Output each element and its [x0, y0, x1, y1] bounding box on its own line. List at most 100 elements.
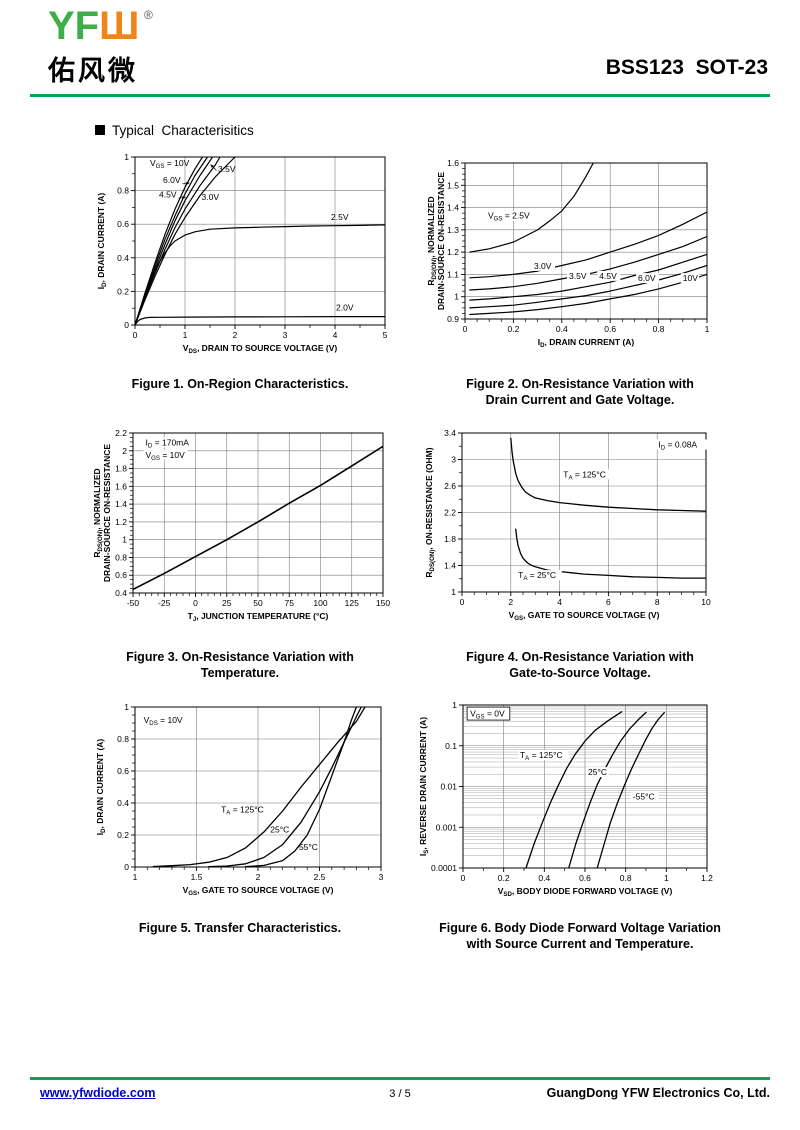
svg-text:VGS = 10V: VGS = 10V: [150, 158, 190, 170]
svg-text:TA = 125°C: TA = 125°C: [563, 469, 606, 481]
svg-text:0.4: 0.4: [117, 798, 129, 808]
svg-text:150: 150: [376, 598, 390, 608]
figure-5-chart: 1 1.5 2 2.5 3 0 0.2 0.4 0.6 0.8 1 VGS, GATE TO SOUR…: [95, 702, 384, 897]
footer-company-name: GuangDong YFW Electronics Co, Ltd.: [546, 1086, 770, 1100]
caption-line: Figure 3. On-Resistance Variation with: [126, 650, 354, 664]
logo-yf-text: YF: [48, 4, 100, 48]
svg-text:1.4: 1.4: [447, 203, 459, 213]
svg-text:4: 4: [557, 597, 562, 607]
svg-text:1: 1: [122, 535, 127, 545]
svg-text:2.5: 2.5: [314, 872, 326, 882]
svg-text:0: 0: [124, 320, 129, 330]
figure-1-chart: 0 1 2 3 4 5 0 0.2 0.4 0.6 0.8 1 VDS, DRAIN TO SOURCE…: [96, 152, 388, 355]
svg-text:ID, DRAIN CURRENT (A): ID, DRAIN CURRENT (A): [538, 337, 635, 349]
svg-text:-25: -25: [158, 598, 171, 608]
svg-text:0.4: 0.4: [115, 588, 127, 598]
logo-w-glyph: Ш: [99, 4, 140, 48]
svg-text:10: 10: [701, 597, 711, 607]
svg-text:2: 2: [256, 872, 261, 882]
svg-text:1: 1: [454, 292, 459, 302]
section-title-label: Typical Characterisitics: [112, 123, 254, 138]
svg-text:1.6: 1.6: [447, 158, 459, 168]
document-title: BSS123 SOT-23: [605, 56, 768, 79]
svg-text:4.5V: 4.5V: [599, 271, 617, 281]
svg-text:0.2: 0.2: [117, 286, 129, 296]
svg-text:2: 2: [508, 597, 513, 607]
svg-text:25°C: 25°C: [588, 767, 607, 777]
svg-text:3.4: 3.4: [444, 428, 456, 438]
svg-text:RDS(ON), NORMALIZED: RDS(ON), NORMALIZED: [92, 468, 104, 557]
footer-website-link[interactable]: www.yfwdiode.com: [40, 1086, 156, 1100]
svg-text:0: 0: [193, 598, 198, 608]
svg-text:-50: -50: [127, 598, 140, 608]
svg-text:25°C: 25°C: [270, 825, 289, 835]
svg-text:2.2: 2.2: [444, 508, 456, 518]
footer-divider-rule: [30, 1077, 770, 1080]
svg-text:125: 125: [345, 598, 359, 608]
svg-text:0.8: 0.8: [115, 552, 127, 562]
svg-text:1: 1: [124, 702, 129, 712]
svg-text:0.01: 0.01: [440, 782, 457, 792]
figure-3-chart: -50 -25 0 25 50 75 100 125 150 0.4 0.6 0.8 1 1.2 1.4 1.…: [92, 428, 390, 623]
svg-text:100: 100: [313, 598, 327, 608]
svg-text:0.2: 0.2: [507, 324, 519, 334]
figure-1-caption: Figure 1. On-Region Characteristics.: [85, 376, 395, 392]
svg-text:RDS(ON), NORMALIZED: RDS(ON), NORMALIZED: [426, 196, 438, 285]
svg-text:0.8: 0.8: [653, 324, 665, 334]
svg-text:0.4: 0.4: [556, 324, 568, 334]
svg-text:0: 0: [461, 873, 466, 883]
svg-text:1: 1: [452, 700, 457, 710]
section-title: Typical Characterisitics: [95, 123, 254, 138]
svg-text:0.9: 0.9: [447, 314, 459, 324]
svg-text:2: 2: [122, 446, 127, 456]
svg-text:0.2: 0.2: [498, 873, 510, 883]
svg-text:3: 3: [451, 455, 456, 465]
svg-text:1.2: 1.2: [447, 247, 459, 257]
header-divider-rule: [30, 94, 770, 97]
caption-line: with Source Current and Temperature.: [466, 937, 694, 952]
svg-text:0: 0: [460, 597, 465, 607]
svg-text:1: 1: [133, 872, 138, 882]
svg-text:0.4: 0.4: [538, 873, 550, 883]
svg-text:DRAIN-SOURCE ON-RESISTANCE: DRAIN-SOURCE ON-RESISTANCE: [436, 172, 446, 311]
svg-text:ID, DRAIN CURRENT (A): ID, DRAIN CURRENT (A): [95, 739, 107, 836]
svg-text:IS, REVERSE DRAIN CURRENT (A): IS, REVERSE DRAIN CURRENT (A): [418, 717, 430, 856]
svg-text:3.0V: 3.0V: [202, 192, 220, 202]
svg-text:6.0V: 6.0V: [638, 273, 656, 283]
svg-text:25: 25: [222, 598, 232, 608]
svg-text:0.6: 0.6: [604, 324, 616, 334]
svg-text:0.001: 0.001: [436, 822, 458, 832]
svg-text:0.6: 0.6: [579, 873, 591, 883]
svg-text:50: 50: [253, 598, 263, 608]
svg-text:VDS, DRAIN TO SOURCE VOLTAGE (: VDS, DRAIN TO SOURCE VOLTAGE (V): [183, 343, 338, 355]
svg-text:VGS = 2.5V: VGS = 2.5V: [488, 211, 530, 223]
svg-text:0: 0: [124, 862, 129, 872]
svg-text:1.5: 1.5: [447, 180, 459, 190]
caption-line: Drain Current and Gate Voltage.: [485, 393, 675, 408]
svg-text:1.8: 1.8: [115, 464, 127, 474]
figure-3-caption: Figure 3. On-Resistance Variation with T…: [85, 649, 395, 682]
company-logo: YFШ ® 佑风微: [48, 4, 153, 88]
svg-text:1: 1: [451, 587, 456, 597]
svg-text:1.4: 1.4: [444, 561, 456, 571]
svg-text:1.5: 1.5: [191, 872, 203, 882]
svg-text:1.4: 1.4: [115, 499, 127, 509]
svg-text:ID, DRAIN CURRENT (A): ID, DRAIN CURRENT (A): [96, 193, 108, 290]
svg-text:DRAIN-SOURCE ON-RESISTANCE: DRAIN-SOURCE ON-RESISTANCE: [102, 444, 112, 583]
figure-6-caption: Figure 6. Body Diode Forward Voltage Var…: [406, 920, 754, 953]
caption-line: Figure 4. On-Resistance Variation with: [466, 650, 694, 664]
svg-text:ID = 170mA: ID = 170mA: [146, 437, 190, 449]
footer-page-number: 3 / 5: [389, 1088, 411, 1100]
caption-line: Figure 5. Transfer Characteristics.: [138, 921, 342, 935]
logo-chinese-text: 佑风微: [48, 56, 138, 86]
svg-text:2.0V: 2.0V: [336, 303, 354, 313]
svg-text:2.2: 2.2: [115, 428, 127, 438]
square-bullet-icon: [95, 125, 105, 135]
svg-text:-55°C: -55°C: [296, 842, 318, 852]
figure-2-caption: Figure 2. On-Resistance Variation with D…: [406, 376, 754, 409]
svg-text:0.6: 0.6: [117, 219, 129, 229]
svg-text:VDS = 10V: VDS = 10V: [144, 715, 183, 727]
caption-line: Temperature.: [200, 666, 280, 681]
svg-text:3: 3: [283, 330, 288, 340]
svg-text:0.8: 0.8: [117, 186, 129, 196]
